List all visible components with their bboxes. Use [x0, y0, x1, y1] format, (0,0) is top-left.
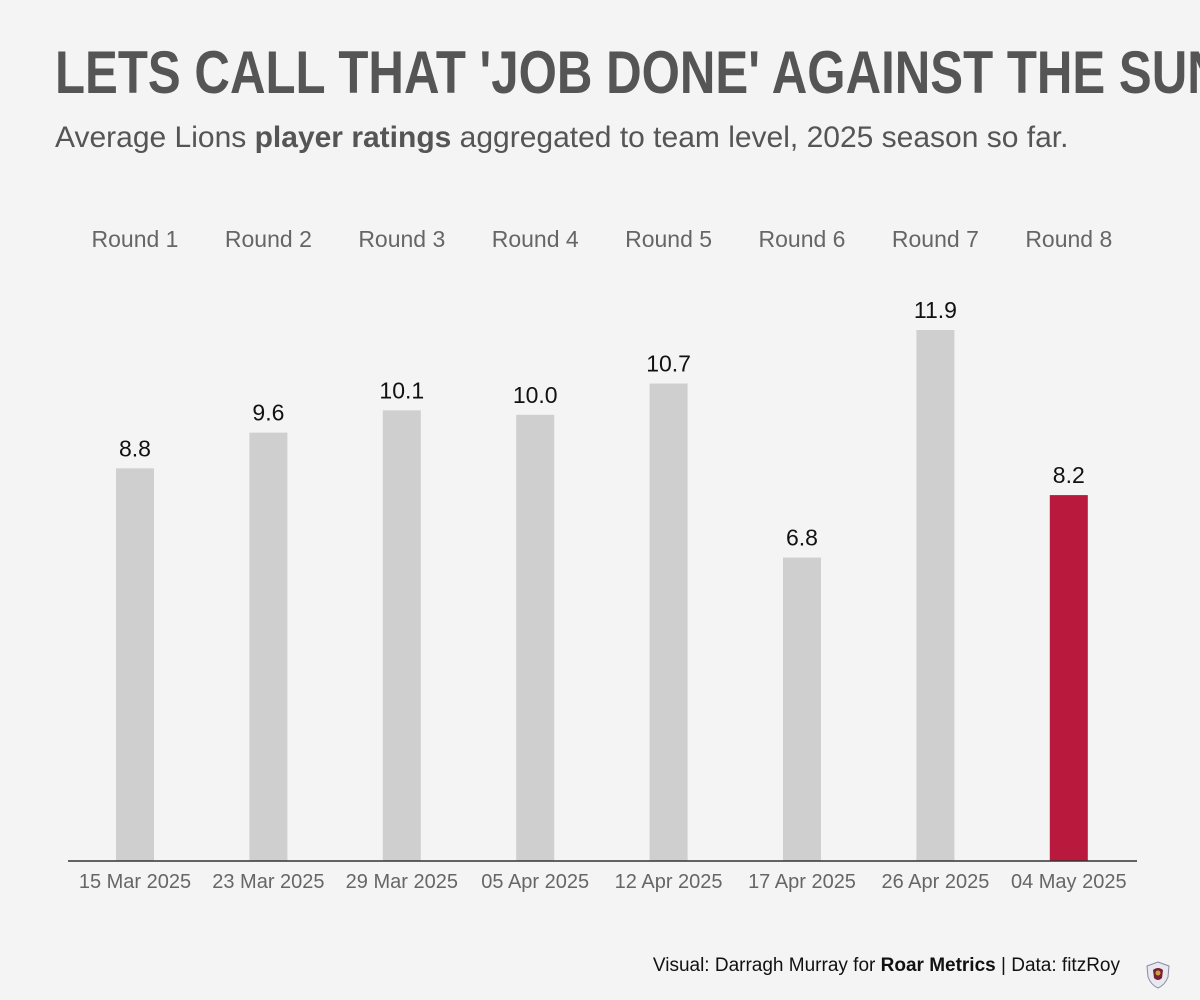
value-label: 11.9 — [914, 297, 957, 323]
category-labels: 15 Mar 2025 23 Mar 2025 29 Mar 2025 05 Apr … — [79, 871, 1127, 893]
category-label: 29 Mar 2025 — [346, 871, 458, 893]
round-label: Round 3 — [358, 226, 445, 252]
category-label: 12 Apr 2025 — [615, 871, 723, 893]
bars — [116, 330, 1088, 861]
subtitle-prefix: Average Lions — [55, 121, 255, 154]
round-label: Round 6 — [759, 226, 846, 252]
bar-highlight — [1049, 495, 1088, 861]
value-label: 9.6 — [252, 400, 284, 426]
category-label: 17 Apr 2025 — [748, 871, 856, 893]
category-label: 26 Apr 2025 — [881, 871, 989, 893]
round-label: Round 4 — [492, 226, 579, 252]
category-label: 05 Apr 2025 — [481, 871, 589, 893]
bar — [916, 330, 955, 861]
category-label: 04 May 2025 — [1011, 871, 1127, 893]
caption-prefix: Visual: Darragh Murray for — [652, 955, 881, 976]
round-labels: Round 1 Round 2 Round 3 Round 4 Round 5 Round… — [92, 226, 1113, 252]
bar — [649, 383, 688, 861]
chart-title: LETS CALL THAT 'JOB DONE' AGAINST THE SU… — [55, 39, 1200, 106]
bar — [249, 432, 288, 861]
value-label: 8.2 — [1053, 462, 1085, 488]
bar — [516, 414, 555, 861]
round-label: Round 1 — [92, 226, 179, 252]
chart-subtitle: Average Lions player ratings aggregated … — [55, 118, 1068, 158]
value-label: 10.0 — [513, 382, 558, 408]
value-label: 10.1 — [379, 377, 424, 403]
bar — [382, 410, 421, 861]
lions-crest-icon — [1146, 961, 1170, 989]
subtitle-bold: player ratings — [254, 121, 452, 154]
category-label: 15 Mar 2025 — [79, 871, 191, 893]
round-label: Round 2 — [225, 226, 312, 252]
round-label: Round 5 — [625, 226, 712, 252]
caption-suffix: | Data: fitzRoy — [995, 955, 1120, 976]
value-labels: 8.8 9.6 10.1 10.0 10.7 6.8 11.9 8.2 — [119, 297, 1085, 551]
value-label: 8.8 — [119, 435, 151, 461]
caption-bold: Roar Metrics — [880, 955, 996, 976]
round-label: Round 7 — [892, 226, 979, 252]
round-label: Round 8 — [1025, 226, 1112, 252]
bar — [116, 468, 154, 861]
source-caption: Visual: Darragh Murray for Roar Metrics … — [653, 953, 1120, 979]
value-label: 10.7 — [646, 351, 691, 377]
value-label: 6.8 — [786, 525, 818, 551]
bar — [783, 557, 821, 861]
category-label: 23 Mar 2025 — [212, 871, 324, 893]
subtitle-suffix: aggregated to team level, 2025 season so… — [451, 121, 1069, 154]
